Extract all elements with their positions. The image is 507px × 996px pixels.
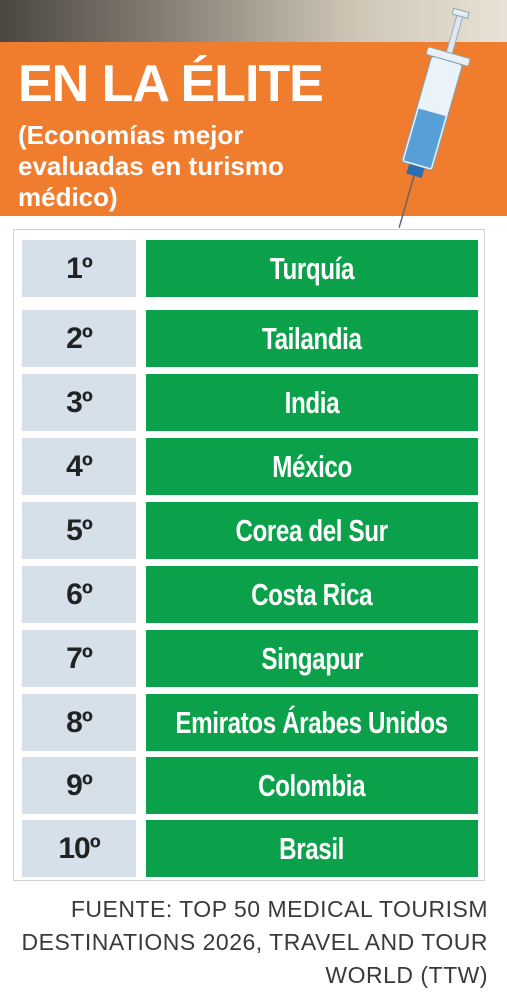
table-row: 2º Tailandia [22, 310, 478, 367]
ranking-table: 1º Turquía 2º Tailandia 3º India 4º México 5º Cor… [13, 229, 485, 881]
liquid [403, 108, 446, 169]
hub [406, 163, 425, 178]
rank-cell: 6º [22, 566, 136, 623]
country-name: Tailandia [262, 320, 362, 356]
country-name: México [272, 448, 352, 484]
table-row: 6º Costa Rica [22, 566, 478, 623]
table-row: 9º Colombia [22, 757, 478, 814]
country-name: Turquía [269, 250, 355, 286]
country-name: Brasil [279, 830, 345, 866]
country-cell: Singapur [146, 630, 478, 687]
country-name: Singapur [261, 640, 363, 676]
title: EN LA ÉLITE [18, 55, 324, 113]
rank-cell: 3º [22, 374, 136, 431]
table-row: 5º Corea del Sur [22, 502, 478, 559]
rank-cell: 4º [22, 438, 136, 495]
rank-cell: 9º [22, 757, 136, 814]
country-cell: Corea del Sur [146, 502, 478, 559]
rank-cell: 5º [22, 502, 136, 559]
country-name: India [284, 384, 340, 420]
country-cell: Tailandia [146, 310, 478, 367]
rank-cell: 8º [22, 694, 136, 751]
rank-cell: 1º [22, 240, 136, 297]
needle [398, 175, 415, 228]
country-cell: India [146, 374, 478, 431]
country-cell: Emiratos Árabes Unidos [146, 694, 478, 751]
country-name: Emiratos Árabes Unidos [175, 704, 449, 740]
table-row: 7º Singapur [22, 630, 478, 687]
table-row: 4º México [22, 438, 478, 495]
country-cell: Brasil [146, 820, 478, 877]
table-row: 8º Emiratos Árabes Unidos [22, 694, 478, 751]
country-name: Costa Rica [251, 576, 373, 612]
country-name: Corea del Sur [235, 512, 389, 548]
table-row: 3º India [22, 374, 478, 431]
photo-strip [0, 0, 507, 44]
subtitle: (Economías mejor evaluadas en turismo mé… [18, 120, 284, 212]
rank-cell: 2º [22, 310, 136, 367]
country-name: Colombia [258, 767, 366, 803]
country-cell: Colombia [146, 757, 478, 814]
country-cell: México [146, 438, 478, 495]
syringe-icon [398, 7, 471, 228]
rank-cell: 7º [22, 630, 136, 687]
table-row: 1º Turquía [22, 240, 478, 297]
source-note: FUENTE: TOP 50 MEDICAL TOURISM DESTINATI… [21, 896, 488, 988]
rank-cell: 10º [22, 820, 136, 877]
table-row: 10º Brasil [22, 820, 478, 877]
plunger-rod [445, 14, 464, 57]
country-cell: Turquía [146, 240, 478, 297]
country-cell: Costa Rica [146, 566, 478, 623]
